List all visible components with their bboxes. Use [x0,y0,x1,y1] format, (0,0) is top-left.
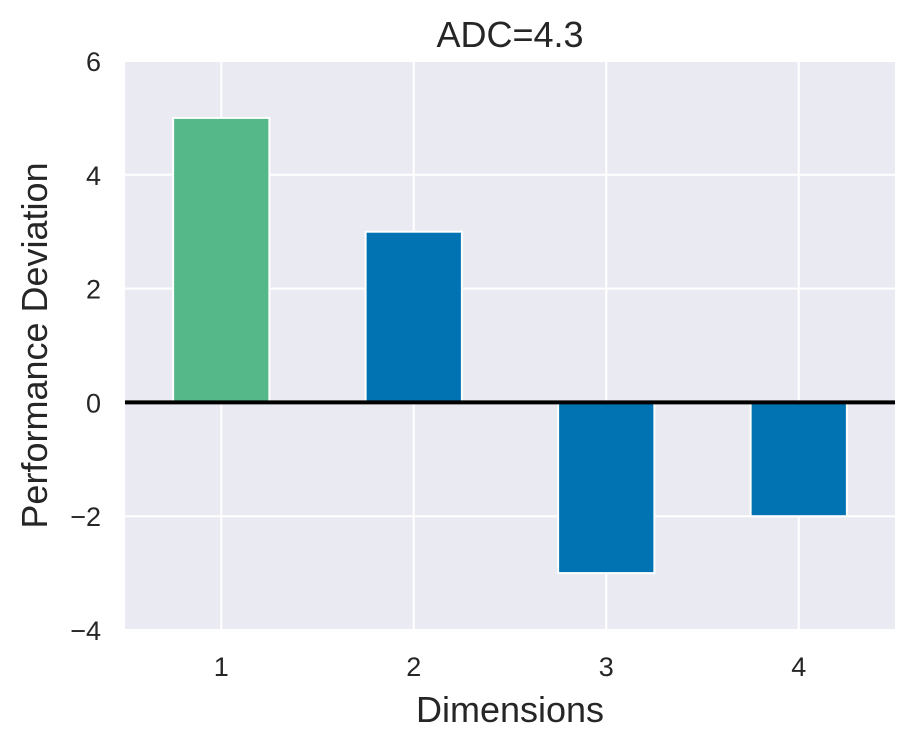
y-tick-label-1: −2 [70,502,101,532]
y-tick-label-4: 4 [86,161,101,191]
x-axis-label: Dimensions [416,689,604,730]
y-tick-label-2: 0 [86,388,101,418]
bar-1 [172,116,271,404]
y-tick-label-5: 6 [86,47,101,77]
y-tick-label-0: −4 [70,616,101,646]
bar-3 [557,401,656,575]
x-tick-label-3: 3 [599,652,614,682]
y-tick-labels: −4 −2 0 2 4 6 [70,47,101,646]
y-axis-label: Performance Deviation [14,162,55,528]
bars [172,116,848,575]
x-tick-label-1: 1 [214,652,229,682]
x-tick-label-2: 2 [406,652,421,682]
y-tick-label-3: 2 [86,275,101,305]
x-tick-labels: 1 2 3 4 [214,652,807,682]
chart-title: ADC=4.3 [436,14,583,55]
x-tick-label-4: 4 [791,652,806,682]
bar-4 [749,401,848,518]
bar-2 [364,230,463,404]
